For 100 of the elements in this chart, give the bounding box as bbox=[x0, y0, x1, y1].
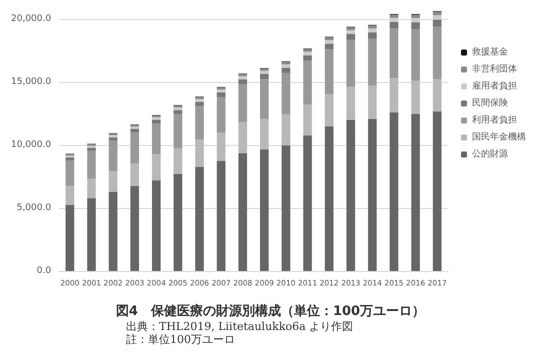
bar bbox=[282, 145, 290, 271]
bar bbox=[368, 38, 377, 86]
bar bbox=[346, 34, 356, 40]
bar bbox=[66, 157, 74, 160]
bar bbox=[324, 49, 334, 94]
y-tick-label: 10,000.0 bbox=[11, 140, 52, 150]
bar bbox=[260, 79, 269, 119]
bar bbox=[432, 78, 442, 112]
y-tick-label: 20,000.0 bbox=[11, 14, 52, 24]
bar bbox=[411, 18, 420, 22]
bar bbox=[303, 104, 312, 136]
bar bbox=[303, 55, 312, 61]
bar bbox=[174, 174, 182, 271]
bar bbox=[368, 32, 377, 38]
text: 図4 保健医療の財源別構成（単位：100万ユーロ） bbox=[116, 303, 426, 319]
bar bbox=[368, 25, 377, 28]
bar bbox=[411, 114, 420, 271]
legend-label: 救援基金 bbox=[471, 46, 508, 58]
bar bbox=[346, 86, 356, 120]
bar bbox=[174, 148, 182, 174]
bar bbox=[303, 49, 312, 52]
legend-label: 国民年金機構 bbox=[472, 132, 526, 142]
bar bbox=[368, 86, 377, 119]
bar bbox=[130, 186, 140, 271]
bar bbox=[411, 22, 420, 30]
bar bbox=[238, 84, 248, 122]
bar bbox=[195, 99, 204, 102]
bar bbox=[411, 80, 420, 114]
bar bbox=[152, 154, 161, 180]
bar bbox=[195, 106, 204, 140]
bar bbox=[108, 171, 118, 192]
bar bbox=[282, 62, 290, 64]
bar bbox=[260, 149, 269, 271]
bar bbox=[390, 18, 398, 22]
bar bbox=[195, 96, 204, 100]
bar bbox=[238, 153, 248, 271]
source-note: 出典：THL2019, Liitetaulukko6a より作図 bbox=[126, 320, 354, 333]
text: 註：単位100万ユーロ bbox=[126, 333, 235, 346]
bar bbox=[174, 110, 182, 114]
bar bbox=[195, 102, 204, 106]
legend-label: 非営利団体 bbox=[472, 64, 517, 74]
bar bbox=[282, 72, 290, 114]
bar bbox=[260, 68, 269, 71]
bar bbox=[174, 107, 182, 110]
bar bbox=[260, 70, 269, 74]
bar bbox=[87, 150, 96, 179]
bar bbox=[216, 97, 226, 133]
bar bbox=[174, 114, 182, 148]
bar bbox=[130, 128, 140, 132]
bar bbox=[324, 37, 334, 40]
bar bbox=[282, 68, 290, 73]
bar bbox=[303, 52, 312, 56]
bar bbox=[390, 78, 398, 113]
bar bbox=[324, 44, 334, 50]
bar bbox=[260, 118, 269, 150]
bar bbox=[390, 14, 398, 18]
bar bbox=[66, 186, 74, 205]
legend-label: 公的財源 bbox=[472, 148, 508, 160]
bar bbox=[216, 132, 226, 162]
bar bbox=[346, 120, 356, 271]
bar bbox=[87, 178, 96, 198]
bar bbox=[66, 204, 74, 271]
bar bbox=[324, 94, 334, 126]
y-tick-label: 0.0 bbox=[36, 266, 52, 276]
bar bbox=[130, 132, 140, 164]
y-tick-label: 15,000.0 bbox=[11, 76, 52, 87]
bar bbox=[238, 122, 248, 154]
bar bbox=[87, 148, 96, 151]
bar bbox=[238, 76, 248, 80]
bar bbox=[411, 29, 420, 80]
bar bbox=[195, 166, 204, 271]
legend-label: 利用者負担 bbox=[472, 114, 517, 126]
bar bbox=[216, 92, 226, 97]
bar bbox=[303, 60, 312, 105]
bar bbox=[152, 180, 161, 271]
bar bbox=[432, 26, 442, 79]
bar bbox=[216, 90, 226, 92]
bar bbox=[411, 14, 420, 18]
bar bbox=[238, 79, 248, 84]
bar bbox=[282, 114, 290, 146]
bar bbox=[432, 20, 442, 27]
bar bbox=[152, 124, 161, 154]
bar bbox=[130, 164, 140, 186]
bar bbox=[108, 140, 118, 172]
legend-label: 雇用者負担 bbox=[472, 80, 517, 92]
bar bbox=[303, 135, 312, 271]
bar bbox=[432, 112, 442, 271]
bar bbox=[216, 161, 226, 271]
bar bbox=[108, 137, 118, 141]
bar bbox=[346, 30, 356, 34]
bar bbox=[368, 118, 377, 271]
y-tick-label: 5,000.0 bbox=[16, 202, 52, 213]
bar bbox=[282, 64, 290, 68]
bar bbox=[87, 198, 96, 271]
bar bbox=[152, 120, 161, 124]
bar bbox=[390, 112, 398, 271]
bar bbox=[390, 22, 398, 28]
bar bbox=[368, 28, 377, 32]
bar bbox=[324, 40, 334, 44]
bar bbox=[432, 15, 442, 20]
